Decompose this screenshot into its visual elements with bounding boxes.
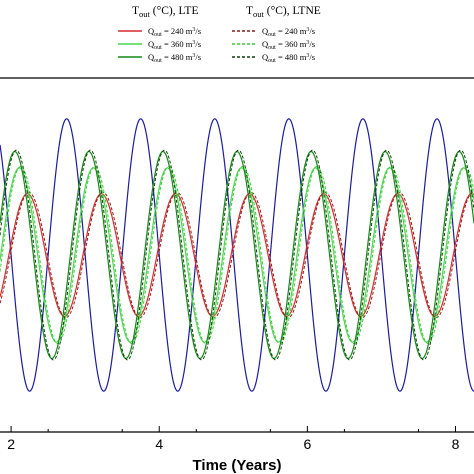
x-tick-label: 6 bbox=[303, 436, 311, 452]
x-tick-label: 8 bbox=[452, 436, 460, 452]
legend-entry-label: Qout = 360 m3/s bbox=[262, 39, 315, 51]
series-line-ltne360 bbox=[0, 165, 474, 345]
x-axis-ticks: 2 4 6 8 bbox=[7, 426, 460, 452]
series-line-lte360 bbox=[0, 167, 474, 343]
series-line-ltne240 bbox=[0, 191, 474, 319]
legend-entry-label: Qout = 360 m3/s bbox=[148, 39, 201, 51]
series-line-lte480 bbox=[0, 150, 474, 360]
legend-entry-label: Qout = 480 m3/s bbox=[148, 52, 201, 64]
x-tick-label: 4 bbox=[155, 436, 163, 452]
legend-entry-label: Qout = 240 m3/s bbox=[148, 26, 201, 38]
legend-group-title: Tout (°C), LTNE bbox=[246, 5, 321, 19]
x-tick-label: 2 bbox=[7, 436, 15, 452]
x-axis-title: Time (Years) bbox=[193, 457, 282, 474]
series-line-inlet bbox=[0, 118, 474, 392]
plot-area bbox=[0, 77, 474, 433]
series-layer bbox=[0, 118, 474, 392]
legend-entry-label: Qout = 480 m3/s bbox=[262, 52, 315, 64]
legend-entry-label: Qout = 240 m3/s bbox=[262, 26, 315, 38]
series-line-ltne480 bbox=[0, 149, 474, 361]
legend-group-title: Tout (°C), LTE bbox=[132, 5, 198, 19]
